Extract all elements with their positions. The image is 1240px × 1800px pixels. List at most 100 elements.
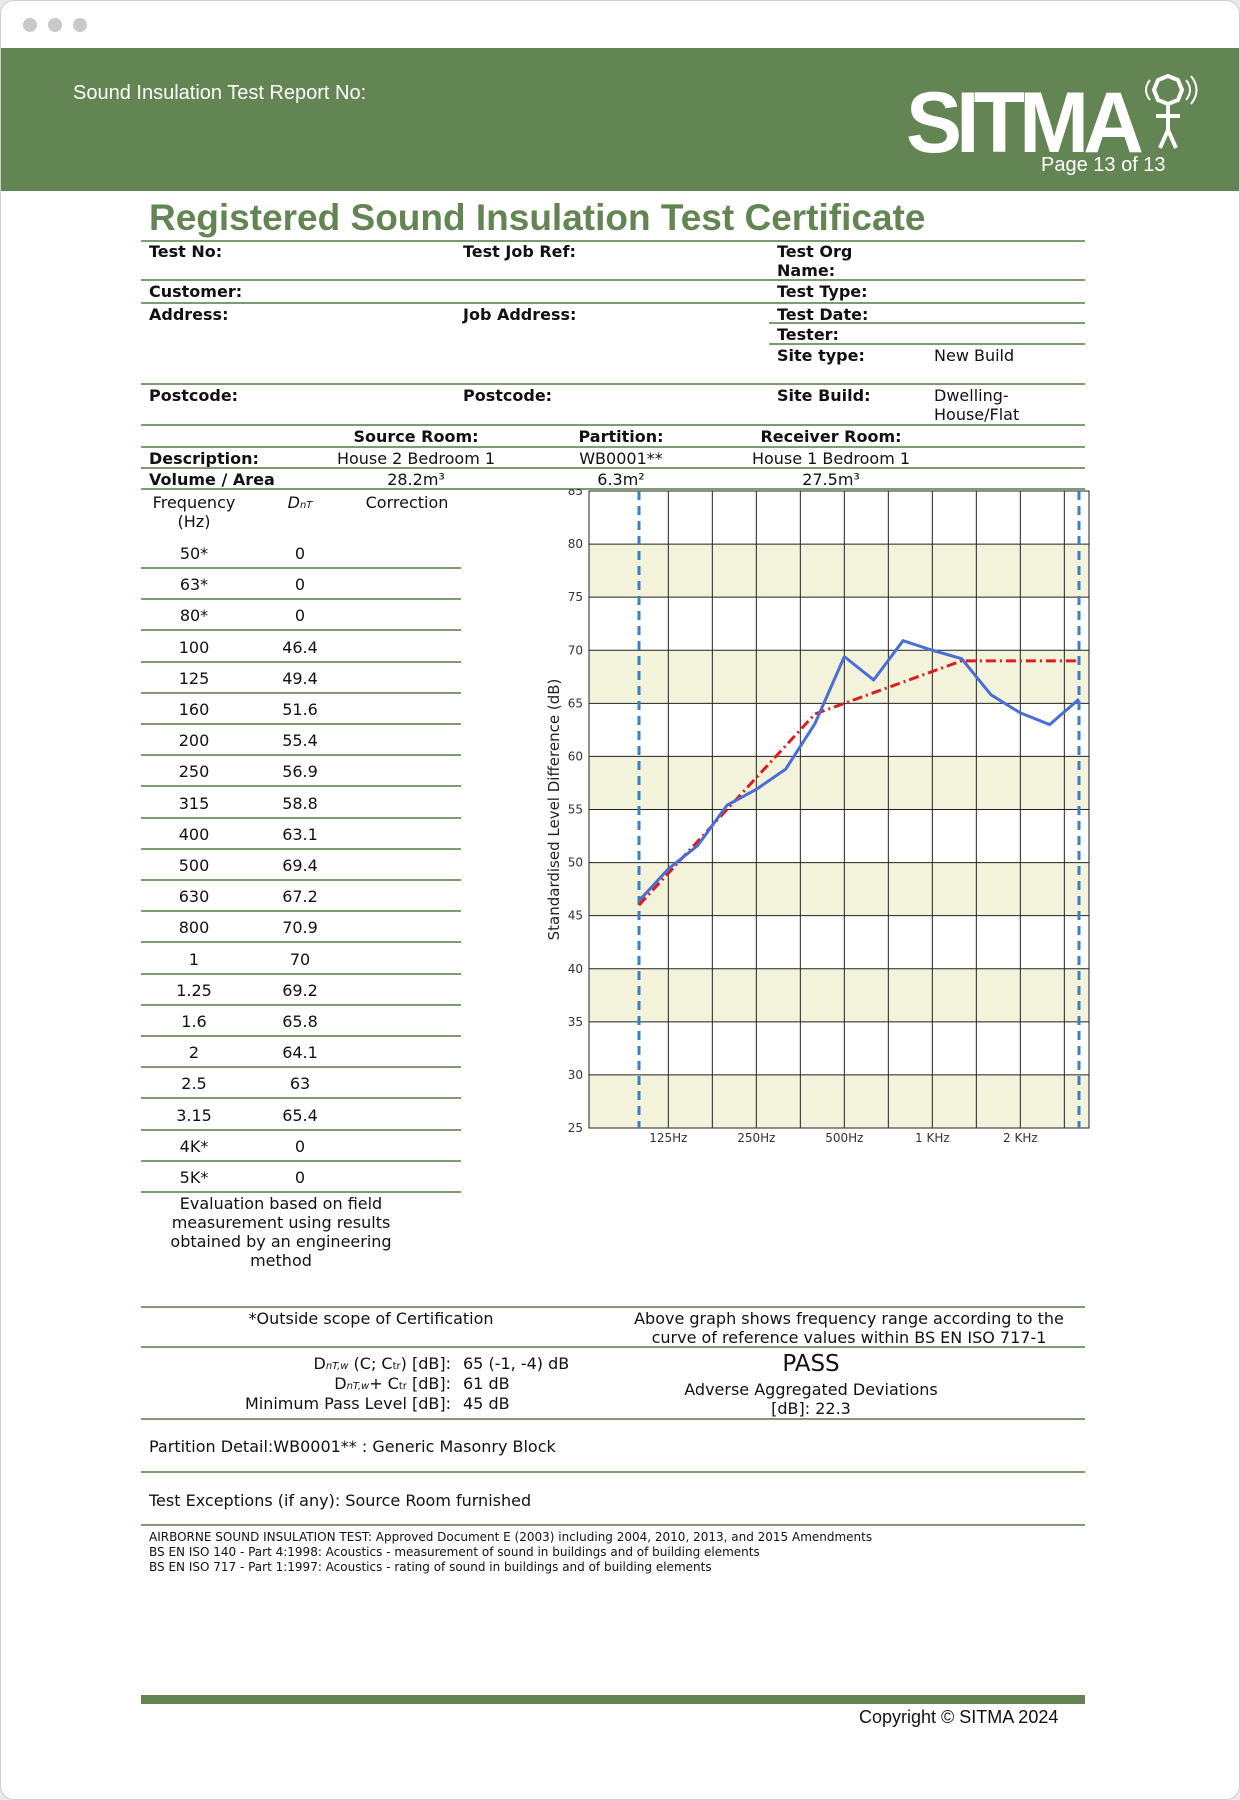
address-label: Address: [149, 305, 229, 324]
min-pass-value: 45 dB [463, 1394, 510, 1413]
frequency-cell: 400 [178, 824, 210, 844]
minimize-window-icon[interactable] [48, 18, 62, 32]
divider [141, 488, 1085, 490]
frequency-cell: 250 [178, 762, 210, 782]
y-tick-label: 55 [568, 803, 583, 817]
job-postcode-label: Postcode: [463, 386, 553, 405]
maximize-window-icon[interactable] [73, 18, 87, 32]
site-build-label: Site Build: [777, 386, 871, 405]
table-row: 500 69.4 [141, 850, 461, 881]
close-window-icon[interactable] [23, 18, 37, 32]
dnt-cell: 51.6 [282, 700, 318, 719]
test-org-name-label: Test Org Name: [777, 242, 853, 280]
dnt-cell: 70.9 [282, 918, 318, 938]
customer-label: Customer: [149, 282, 243, 301]
pass-result: PASS [782, 1351, 840, 1377]
frequency-cell: 2 [188, 1043, 200, 1063]
chart-band [589, 756, 1089, 810]
row-divider [141, 691, 461, 694]
reference-line: AIRBORNE SOUND INSULATION TEST: Approved… [149, 1530, 873, 1544]
min-pass-label: Minimum Pass Level [dB]: [244, 1394, 451, 1413]
frequency-cell: 50* [179, 544, 209, 563]
divider [141, 383, 1085, 385]
y-tick-label: 60 [568, 749, 583, 763]
x-tick-label: 250Hz [737, 1131, 775, 1145]
divider [141, 424, 1085, 426]
table-row: 400 63.1 [141, 819, 461, 850]
table-row: 1 70 [141, 944, 461, 975]
receiver-room-header: Receiver Room: [760, 427, 902, 446]
table-row: 125 49.4 [141, 663, 461, 694]
frequency-cell: 500 [178, 856, 210, 875]
rating-label: DnT,w (C; Ctr) [dB]: [313, 1354, 452, 1373]
row-divider [141, 941, 461, 944]
frequency-cell: 1 [188, 949, 200, 969]
table-row: 63* 0 [141, 569, 461, 601]
table-row: 2 64.1 [141, 1037, 461, 1069]
adverse-deviations-value: [dB]: 22.3 [771, 1399, 851, 1418]
y-axis-title: Standardised Level Difference (dB) [545, 679, 563, 941]
row-divider [141, 660, 461, 663]
window-titlebar [1, 1, 1239, 49]
test-no-label: Test No: [149, 242, 223, 261]
table-row: 50* 0 [141, 538, 461, 569]
divider [141, 1346, 1085, 1348]
dnt-cell: 55.4 [282, 731, 318, 751]
source-room-volume: 28.2m³ [387, 470, 445, 489]
table-row: 200 55.4 [141, 725, 461, 757]
correction-column-header: Correction [365, 493, 449, 512]
source-room-description: House 2 Bedroom 1 [336, 449, 496, 468]
dnt-cell: 70 [289, 949, 311, 969]
y-tick-label: 30 [568, 1068, 583, 1082]
table-row: 250 56.9 [141, 756, 461, 788]
table-row: 2.5 63 [141, 1068, 461, 1100]
listener-figure-icon [1145, 73, 1198, 149]
y-tick-label: 75 [568, 590, 583, 604]
y-tick-label: 70 [568, 643, 583, 657]
rating-value: 65 (-1, -4) dB [463, 1354, 570, 1373]
divider [141, 446, 1085, 448]
report-number-label: Sound Insulation Test Report No: [73, 82, 367, 104]
dnt-cell: 0 [294, 575, 306, 595]
site-type-value: New Build [934, 346, 1015, 365]
row-divider [141, 1035, 461, 1037]
y-tick-label: 80 [568, 537, 583, 551]
tester-label: Tester: [777, 325, 839, 344]
certificate-title: Registered Sound Insulation Test Certifi… [149, 197, 926, 238]
dnt-column-header: DnT [287, 493, 313, 512]
divider [141, 1418, 1085, 1420]
postcode-label: Postcode: [149, 386, 239, 405]
frequency-cell: 2.5 [181, 1074, 207, 1094]
chart-band [589, 862, 1089, 916]
y-tick-label: 25 [568, 1121, 583, 1135]
site-type-label: Site type: [777, 346, 865, 365]
ctr-label: DnT,w+ Ctr [dB]: [334, 1374, 451, 1393]
adverse-deviations-label: Adverse Aggregated Deviations [684, 1380, 938, 1399]
dnt-cell: 49.4 [282, 668, 318, 688]
x-tick-label: 1 KHz [915, 1131, 950, 1145]
row-divider [141, 598, 461, 601]
source-room-header: Source Room: [353, 427, 479, 446]
divider [141, 467, 1085, 469]
reference-line: BS EN ISO 140 - Part 4:1998: Acoustics -… [149, 1545, 760, 1559]
table-row: 160 51.6 [141, 694, 461, 725]
table-row: 4K* 0 [141, 1131, 461, 1162]
frequency-column-header: Frequency (Hz) [152, 493, 236, 531]
dnt-cell: 0 [294, 1168, 306, 1187]
row-divider [141, 754, 461, 757]
row-divider [141, 910, 461, 913]
row-divider [141, 1159, 461, 1162]
dnt-cell: 65.8 [282, 1012, 318, 1031]
y-tick-label: 40 [568, 962, 583, 976]
chart-band [589, 1074, 1089, 1128]
chart-band [589, 544, 1089, 598]
frequency-cell: 3.15 [176, 1105, 212, 1125]
y-tick-label: 35 [568, 1015, 583, 1029]
dnt-cell: 63 [289, 1074, 311, 1094]
partition-header: Partition: [578, 427, 664, 446]
table-row: 5K* 0 [141, 1162, 461, 1193]
job-address-label: Job Address: [463, 305, 577, 324]
row-divider [141, 567, 461, 569]
frequency-cell: 5K* [179, 1168, 209, 1187]
ctr-value: 61 dB [463, 1374, 510, 1393]
